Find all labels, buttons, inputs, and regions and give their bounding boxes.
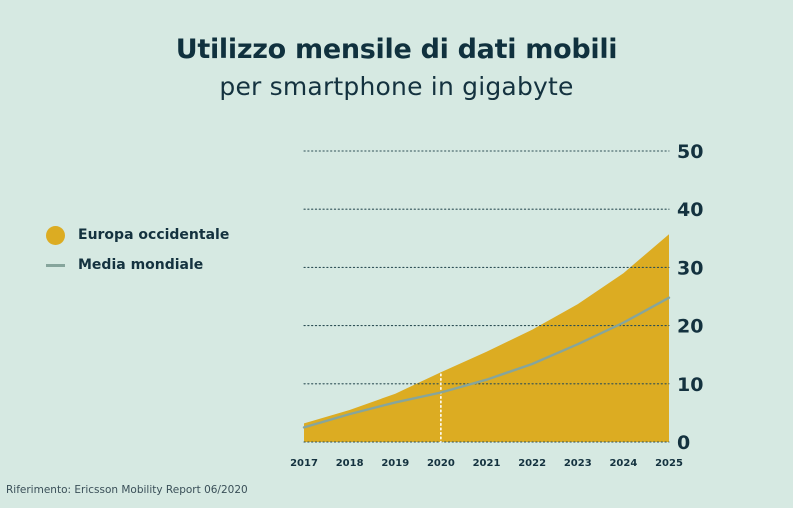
source-reference: Riferimento: Ericsson Mobility Report 06… (6, 484, 248, 496)
chart-subtitle: per smartphone in gigabyte (219, 72, 574, 101)
y-tick-label: 20 (677, 316, 703, 338)
x-tick-label: 2021 (473, 458, 501, 469)
legend-item-media: Media mondiale (46, 250, 229, 280)
legend-dot-icon (46, 225, 65, 245)
y-tick-label: 30 (677, 257, 703, 279)
x-tick-label: 2023 (564, 458, 592, 469)
y-tick-label: 50 (677, 141, 703, 163)
y-tick-label: 40 (677, 199, 703, 221)
x-tick-label: 2024 (609, 458, 637, 469)
legend: Europa occidentale Media mondiale (46, 220, 229, 280)
x-tick-label: 2025 (655, 458, 683, 469)
legend-label-media: Media mondiale (78, 257, 204, 273)
y-tick-label: 10 (677, 374, 703, 396)
x-tick-label: 2022 (518, 458, 546, 469)
x-tick-label: 2017 (290, 458, 318, 469)
x-tick-label: 2020 (427, 458, 455, 469)
chart-title: Utilizzo mensile di dati mobili (175, 34, 618, 65)
legend-label-europa: Europa occidentale (78, 227, 230, 243)
y-tick-label: 0 (677, 432, 690, 454)
area-series-europa-occidentale (304, 234, 669, 442)
legend-item-europa: Europa occidentale (46, 220, 229, 250)
legend-line-icon (46, 263, 65, 267)
x-tick-label: 2018 (336, 458, 364, 469)
line-series-media-mondiale (302, 296, 671, 429)
x-tick-label: 2019 (381, 458, 409, 469)
